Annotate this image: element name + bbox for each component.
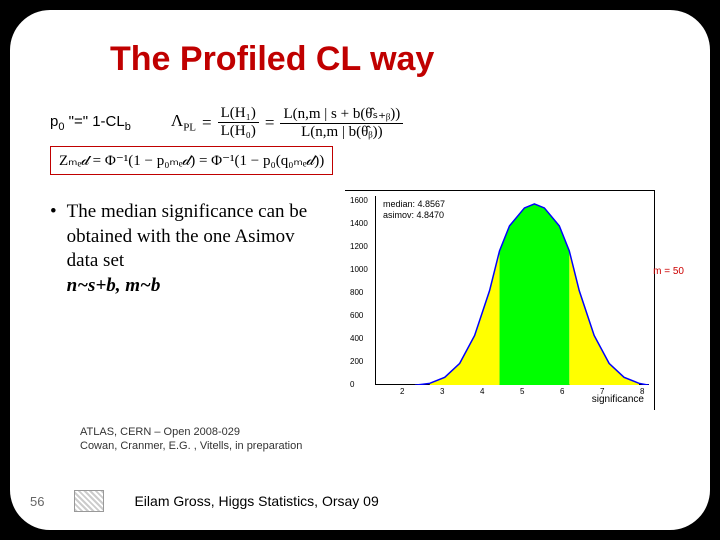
frac1: L(H₁) L(H₀): [218, 105, 259, 140]
p0-formula: p0 "=" 1-CLb: [50, 113, 131, 133]
ytick: 0: [350, 380, 354, 389]
content-row: • The median significance can be obtaine…: [50, 190, 670, 410]
xtick: 5: [520, 387, 524, 396]
xtick: 3: [440, 387, 444, 396]
chart-svg: [375, 196, 649, 385]
xtick: 7: [600, 387, 604, 396]
chart-legend: median: 4.8567 asimov: 4.8470: [383, 199, 445, 221]
ytick: 400: [350, 334, 363, 343]
footer-text: Eilam Gross, Higgs Statistics, Orsay 09: [134, 493, 378, 509]
xtick: 6: [560, 387, 564, 396]
ref-line2: Cowan, Cranmer, E.G. , Vitells, in prepa…: [80, 439, 670, 453]
eq2: =: [265, 113, 275, 133]
lambda-lhs: ΛPL: [171, 111, 196, 133]
xtick: 2: [400, 387, 404, 396]
cl-sub: b: [125, 121, 131, 133]
references: ATLAS, CERN – Open 2008-029 Cowan, Cranm…: [80, 425, 670, 454]
ytick: 600: [350, 311, 363, 320]
slide-title: The Profiled CL way: [110, 40, 670, 79]
frac2: L(n,m | s + b(θ̂ₛ₊ᵦ)) L(n,m | b(θ̂ᵦ)): [280, 104, 403, 141]
formula-row: p0 "=" 1-CLb ΛPL = L(H₁) L(H₀) = L(n,m |…: [50, 104, 670, 141]
gauss-tail-left: [430, 251, 500, 386]
bullet-area: • The median significance can be obtaine…: [50, 190, 330, 410]
ytick: 800: [350, 288, 363, 297]
footer: 56 Eilam Gross, Higgs Statistics, Orsay …: [30, 490, 670, 512]
ytick: 1600: [350, 196, 368, 205]
zmed-formula: Zₘₑ𝒹 = Φ⁻¹(1 − p₀ₘₑ𝒹) = Φ⁻¹(1 − p₀(q₀ₘₑ𝒹…: [50, 146, 333, 175]
lambda-formula: ΛPL = L(H₁) L(H₀) = L(n,m | s + b(θ̂ₛ₊ᵦ)…: [171, 104, 403, 141]
xtick: 8: [640, 387, 644, 396]
ytick: 1000: [350, 265, 368, 274]
m-label: m = 50: [653, 266, 684, 277]
legend-asimov: asimov: 4.8470: [383, 210, 445, 221]
legend-median: median: 4.8567: [383, 199, 445, 210]
ref-line1: ATLAS, CERN – Open 2008-029: [80, 425, 670, 439]
gauss-tail-right: [569, 251, 639, 386]
logo-icon: [74, 490, 104, 512]
xtick: 4: [480, 387, 484, 396]
ytick: 1400: [350, 219, 368, 228]
ytick: 1200: [350, 242, 368, 251]
significance-chart: median: 4.8567 asimov: 4.8470 m = 50 sig…: [345, 190, 655, 410]
slide-number: 56: [30, 494, 44, 509]
gauss-center: [500, 204, 570, 385]
eq1: =: [202, 113, 212, 133]
p0-eq: "=" 1-CL: [64, 113, 124, 130]
bullet-item: • The median significance can be obtaine…: [50, 200, 330, 299]
bullet-text: The median significance can be obtained …: [67, 200, 330, 299]
slide: The Profiled CL way p0 "=" 1-CLb ΛPL = L…: [10, 10, 710, 530]
ytick: 200: [350, 357, 363, 366]
bullet-dot: •: [50, 200, 57, 299]
chart-area: median: 4.8567 asimov: 4.8470 m = 50 sig…: [345, 190, 670, 410]
